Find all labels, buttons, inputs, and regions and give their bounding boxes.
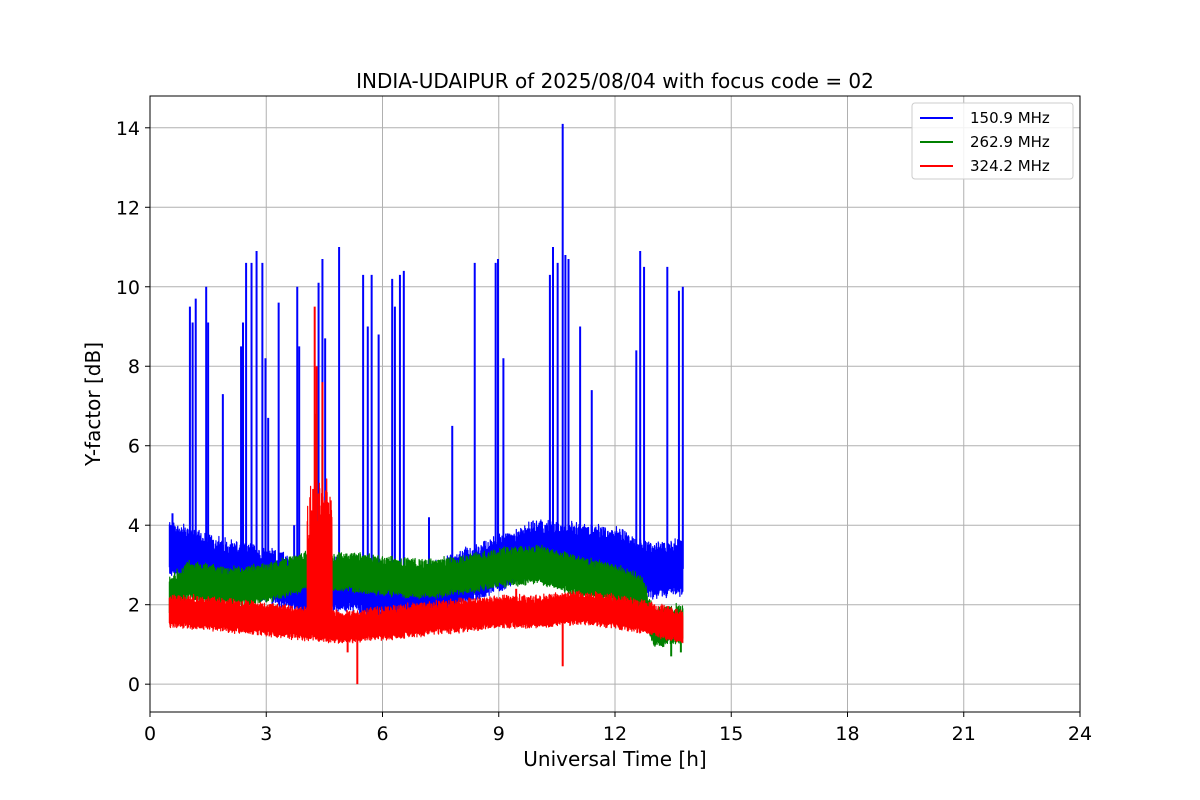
x-tick-label: 18 — [835, 723, 859, 745]
y-ticks: 0 2 4 6 8 10 12 14 — [116, 118, 150, 696]
y-tick-label: 8 — [128, 356, 140, 378]
legend: 150.9 MHz 262.9 MHz 324.2 MHz — [911, 102, 1074, 180]
y-tick-label: 0 — [128, 674, 140, 696]
chart-title: INDIA-UDAIPUR of 2025/08/04 with focus c… — [356, 69, 874, 93]
legend-label: 150.9 MHz — [970, 109, 1050, 127]
x-tick-label: 0 — [144, 723, 156, 745]
x-tick-label: 12 — [603, 723, 627, 745]
series-group — [168, 123, 684, 685]
legend-label: 262.9 MHz — [970, 133, 1050, 151]
legend-label: 324.2 MHz — [970, 157, 1050, 175]
x-tick-label: 21 — [952, 723, 976, 745]
legend-box — [911, 102, 1074, 180]
y-axis-label: Y-factor [dB] — [81, 342, 105, 467]
x-tick-label: 9 — [493, 723, 505, 745]
x-axis-label: Universal Time [h] — [523, 747, 706, 771]
y-tick-label: 4 — [128, 515, 140, 537]
x-tick-label: 3 — [260, 723, 272, 745]
x-tick-label: 24 — [1068, 723, 1092, 745]
series-line-2 — [168, 478, 684, 644]
x-tick-label: 15 — [719, 723, 743, 745]
y-tick-label: 6 — [128, 436, 140, 458]
x-tick-label: 6 — [376, 723, 388, 745]
y-tick-label: 12 — [116, 197, 140, 219]
y-tick-label: 14 — [116, 118, 140, 140]
y-tick-label: 10 — [116, 277, 140, 299]
x-ticks: 0 3 6 9 12 15 18 21 24 — [144, 712, 1092, 745]
y-tick-label: 2 — [128, 595, 140, 617]
